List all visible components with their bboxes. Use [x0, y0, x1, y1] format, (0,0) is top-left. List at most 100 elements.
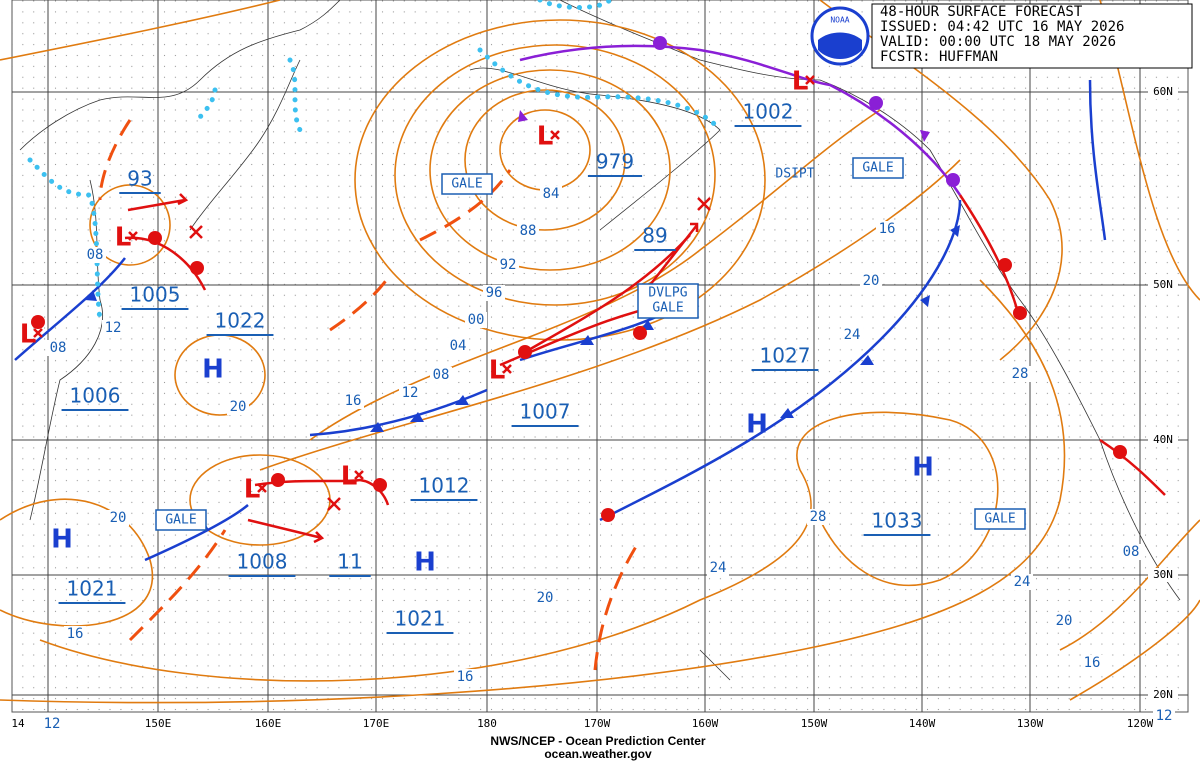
- pressure-value: 1033: [872, 509, 923, 533]
- longitude-label: 130W: [1017, 717, 1044, 730]
- gale-label: GALE: [165, 513, 196, 528]
- latitude-label: 30N: [1153, 568, 1173, 581]
- isobar-label: 20: [537, 590, 554, 606]
- isobar-label: 96: [486, 285, 503, 301]
- longitude-label: 150E: [145, 717, 172, 730]
- isobar-label-bg: [399, 385, 421, 401]
- low-marker: [354, 470, 364, 480]
- longitude-label: 120W: [1127, 717, 1154, 730]
- isobar-label-bg: [1153, 708, 1175, 724]
- isobar-label: 08: [87, 247, 104, 263]
- isobar-label-bg: [876, 221, 898, 237]
- isobar-label: 08: [433, 367, 450, 383]
- pressure-value: 11: [337, 550, 362, 574]
- isobar-label: 24: [1014, 574, 1031, 590]
- low-marker: [128, 231, 138, 241]
- isobar-label-bg: [807, 509, 829, 525]
- lon-label-bg: [251, 717, 285, 731]
- isobar-label: 16: [345, 393, 362, 409]
- latitude-label: 20N: [1153, 688, 1173, 701]
- pressure-value: 1007: [520, 400, 571, 424]
- lat-label-bg: [1148, 433, 1178, 447]
- low-center: L: [792, 67, 809, 97]
- isobar-label-bg: [227, 399, 249, 415]
- dvlpg-box: [637, 283, 699, 319]
- low-marker: [33, 328, 43, 338]
- pressure-value: 1012: [419, 474, 470, 498]
- lat-label-bg: [1148, 85, 1178, 99]
- noaa-logo-wave: [818, 32, 862, 59]
- latitude-label: 50N: [1153, 278, 1173, 291]
- gale-label: GALE: [451, 177, 482, 192]
- isobar-label-bg: [454, 669, 476, 685]
- lon-label-bg: [470, 717, 504, 731]
- pressure-value: 1002: [743, 100, 794, 124]
- isobar-label: 24: [710, 560, 727, 576]
- lon-label-bg: [905, 717, 939, 731]
- isobar-label: 92: [500, 257, 517, 273]
- map-frame: [11, 0, 1189, 713]
- isobar-label-bg: [107, 510, 129, 526]
- lat-label-bg: [1148, 278, 1178, 292]
- isobar-label-bg: [465, 312, 487, 328]
- isobar-label: 12: [1156, 708, 1173, 724]
- isobar-label-bg: [102, 320, 124, 336]
- pressure-value: 1006: [70, 384, 121, 408]
- isobar-label: 28: [810, 509, 827, 525]
- low-center: L: [115, 223, 132, 253]
- low-center: L: [244, 475, 261, 505]
- isobar-label-bg: [1081, 655, 1103, 671]
- longitude-label: 180: [477, 717, 497, 730]
- gale-box: [441, 173, 493, 195]
- pressure-value: 1008: [237, 550, 288, 574]
- isobar-label: 12: [105, 320, 122, 336]
- longitude-label: 14: [11, 717, 25, 730]
- isobar-label: 88: [520, 223, 537, 239]
- isobar-label: 84: [543, 186, 560, 202]
- isobar-label-bg: [517, 223, 539, 239]
- gale-label: GALE: [984, 512, 1015, 527]
- header-line: 48-HOUR SURFACE FORECAST: [880, 4, 1083, 20]
- pressure-value: 979: [596, 150, 634, 174]
- isobar-label-bg: [64, 626, 86, 642]
- dvlpg-label: GALE: [652, 301, 683, 316]
- isobar-label-bg: [430, 367, 452, 383]
- dvlpg-label: DVLPG: [648, 286, 687, 301]
- isobar-label-bg: [1120, 544, 1142, 560]
- isobar-label: 24: [844, 327, 861, 343]
- longitude-label: 140W: [909, 717, 936, 730]
- isobar-label: 12: [44, 716, 61, 732]
- gale-label: GALE: [862, 161, 893, 176]
- lat-label-bg: [1148, 688, 1178, 702]
- isobar-label-bg: [342, 393, 364, 409]
- longitude-label: 160E: [255, 717, 282, 730]
- isobar-label: 16: [879, 221, 896, 237]
- low-marker: [257, 483, 267, 493]
- isobar-label-bg: [540, 186, 562, 202]
- isobar-label: 20: [863, 273, 880, 289]
- lon-label-bg: [797, 717, 831, 731]
- isobar-label-bg: [860, 273, 882, 289]
- isobar-label: 12: [402, 385, 419, 401]
- footer-line: ocean.weather.gov: [544, 747, 652, 761]
- gale-box: [974, 508, 1026, 530]
- header-line: FCSTR: HUFFMAN: [880, 49, 998, 65]
- isobar-label-bg: [483, 285, 505, 301]
- isobar-label-bg: [841, 327, 863, 343]
- pressure-value: 1021: [67, 577, 118, 601]
- isobar-label-bg: [497, 257, 519, 273]
- isobar-label: 20: [230, 399, 247, 415]
- pressure-value: 1021: [395, 607, 446, 631]
- high-center: H: [202, 355, 224, 385]
- isobar-label-bg: [707, 560, 729, 576]
- isobar-label-bg: [41, 716, 63, 732]
- footer-line: NWS/NCEP - Ocean Prediction Center: [490, 734, 705, 748]
- fronts: [14, 0, 1166, 671]
- isobar-label-bg: [1053, 613, 1075, 629]
- isobar-label: 20: [110, 510, 127, 526]
- longitude-label: 170E: [363, 717, 390, 730]
- isobar-label: 00: [468, 312, 485, 328]
- pressure-value: 89: [642, 224, 667, 248]
- header-line: ISSUED: 04:42 UTC 16 MAY 2026: [880, 19, 1124, 35]
